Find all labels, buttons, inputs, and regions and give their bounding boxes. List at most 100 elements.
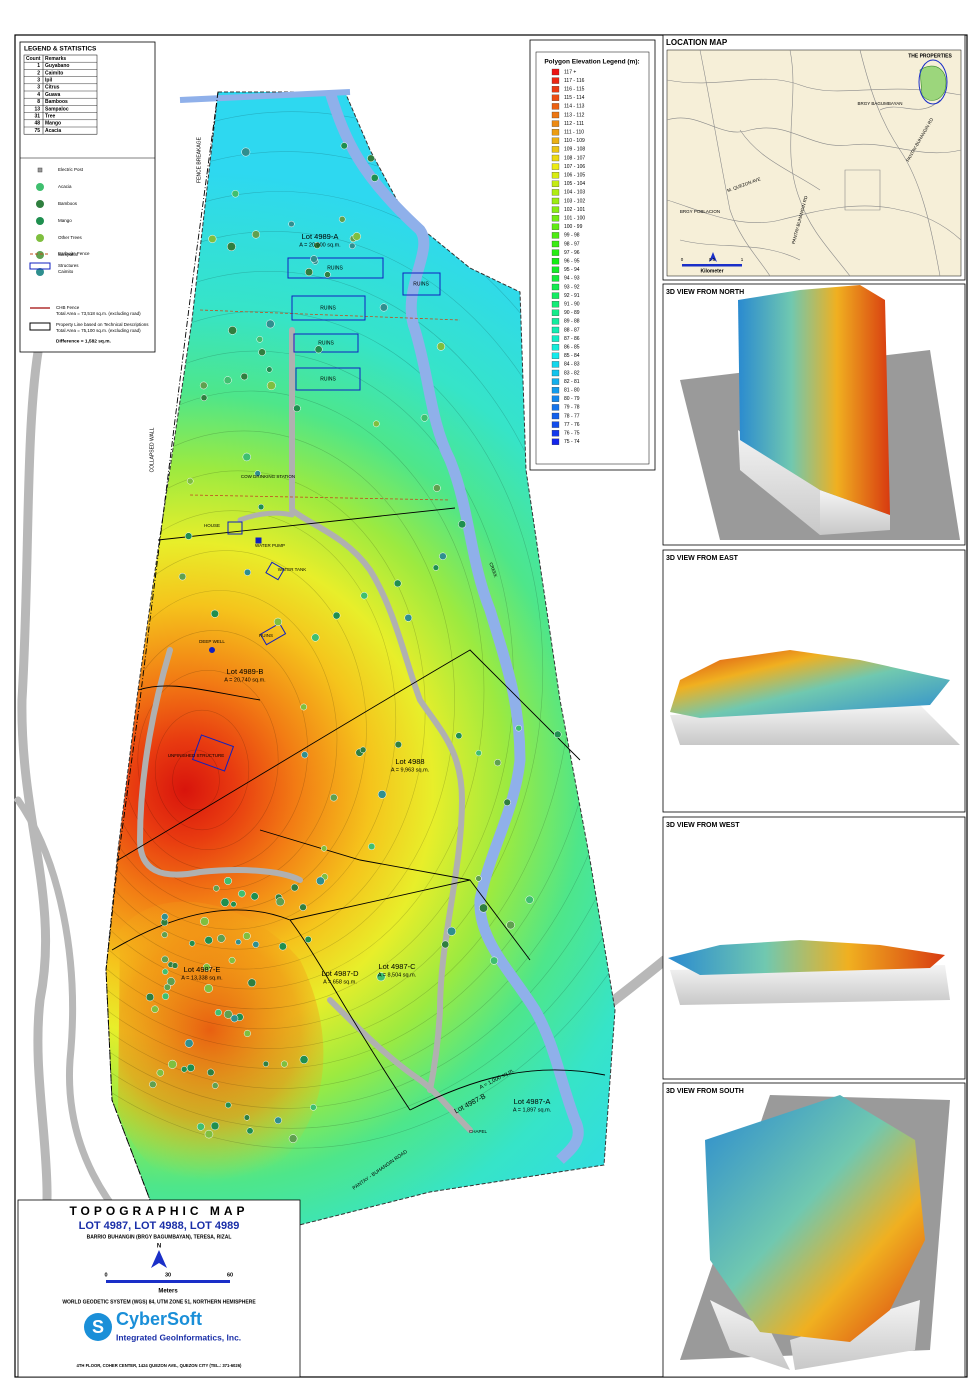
- tree: [503, 798, 511, 806]
- legend-statistics: LEGEND & STATISTICS Count Remarks 1 Guyaban…: [19, 41, 156, 353]
- elevation-class-label: 108 - 107: [564, 155, 585, 161]
- tree: [178, 572, 187, 581]
- tree: [266, 381, 276, 391]
- location-scale-bar: [682, 264, 742, 267]
- elevation-swatch: [551, 438, 560, 445]
- legend-symbol-label: Other Trees: [58, 235, 83, 240]
- sheet-border: [14, 34, 968, 1378]
- tree: [288, 1134, 298, 1143]
- tree: [515, 724, 522, 732]
- elevation-class-label: 79 - 78: [564, 405, 580, 411]
- tree: [447, 926, 457, 936]
- feature-label: CHAPEL: [469, 1129, 488, 1134]
- tree: [300, 703, 308, 711]
- map-title: TOPOGRAPHIC MAP: [69, 1204, 248, 1218]
- tree: [299, 1055, 309, 1064]
- tree: [436, 342, 446, 351]
- legend-table: Count Remarks 1 Guyabano 2 Caimito 3 Ipil 3 Citru…: [23, 54, 98, 135]
- elevation-class-label: 97 - 96: [564, 250, 580, 256]
- tree: [181, 1066, 188, 1073]
- view-surface: [738, 285, 890, 515]
- tree: [217, 934, 226, 943]
- feature-label: HOUSE: [204, 523, 220, 528]
- elevation-class-label: 86 - 85: [564, 345, 580, 351]
- tree: [189, 940, 196, 947]
- contour-line: [106, 310, 544, 1030]
- tree: [370, 174, 379, 182]
- location-label: THE PROPERTIES: [908, 53, 952, 59]
- elevation-class-label: 100 - 99: [564, 224, 583, 230]
- tree: [393, 579, 402, 588]
- lot-area: A = 20,000 sq.m.: [299, 242, 341, 248]
- legend-symbol: [36, 200, 44, 208]
- tree: [202, 963, 211, 972]
- table-header: Remarks: [45, 56, 66, 62]
- contour-line: [106, 510, 397, 930]
- tree: [256, 336, 264, 343]
- feature-label: WATER PUMP: [255, 543, 285, 548]
- north-arrow: [151, 1250, 167, 1268]
- company-subtitle: Integrated GeoInformatics, Inc.: [116, 1332, 241, 1342]
- tree: [311, 633, 320, 642]
- tree: [360, 591, 368, 600]
- elevation-class-label: 117 - 116: [564, 78, 585, 84]
- elevation-class-label: 117 +: [564, 69, 576, 75]
- tree: [278, 942, 287, 951]
- tree: [310, 1104, 317, 1111]
- view-surface: [668, 940, 945, 975]
- lot-area: A = 20,740 sq.m.: [224, 677, 266, 683]
- elevation-swatch: [551, 154, 560, 162]
- elevation-class-label: 98 - 97: [564, 241, 580, 247]
- tree: [199, 381, 208, 390]
- contour-line: [106, 550, 367, 910]
- lot-area: A = 1,897 sq.m.: [513, 1107, 552, 1113]
- elevation-class-label: 113 - 112: [564, 112, 585, 118]
- elevation-class-label: 111 - 110: [564, 130, 584, 136]
- table-cell: 3: [37, 85, 40, 91]
- table-cell: Guava: [45, 92, 61, 98]
- tree: [246, 1127, 254, 1135]
- lot-area: A = 13,338 sq.m.: [181, 975, 223, 981]
- tree: [204, 936, 213, 945]
- elevation-class-label: 81 - 80: [564, 388, 580, 394]
- tree: [290, 883, 299, 892]
- table-cell: 2: [37, 70, 40, 76]
- table-cell: 75: [34, 128, 40, 134]
- elevation-legend-inner: [535, 51, 650, 465]
- location-label: BRGY POBLACION: [680, 209, 720, 214]
- tree: [359, 746, 367, 754]
- location-scale-unit: Kilometer: [700, 268, 723, 274]
- tree: [455, 732, 463, 740]
- table-cell: Tree: [45, 114, 56, 120]
- elevation-swatch: [551, 378, 560, 385]
- table-cell: Sampaloc: [45, 106, 69, 112]
- tree: [161, 992, 170, 1000]
- tree: [301, 751, 309, 759]
- tree: [161, 913, 169, 921]
- tree: [506, 920, 515, 930]
- location-map: LOCATION MAP THE PROPERTIES BRGY BAGUMBA…: [662, 34, 966, 281]
- lot-name: Lot 4987-D: [321, 969, 359, 978]
- tree: [349, 242, 356, 250]
- tree: [420, 414, 429, 422]
- scale-label: 60: [227, 1272, 233, 1278]
- lot-area: A = 8,504 sq.m.: [378, 972, 417, 978]
- elevation-class-label: 105 - 104: [564, 181, 585, 187]
- ruins-label: RUINS: [259, 633, 273, 638]
- table-cell: 31: [34, 114, 40, 120]
- tree: [228, 325, 237, 335]
- tree: [242, 932, 251, 940]
- elevation-swatch: [551, 172, 560, 179]
- elevation-class-label: 91 - 90: [564, 302, 580, 308]
- tree: [220, 898, 230, 907]
- feature-label: COLLAPSED WALL: [149, 427, 155, 472]
- tree: [200, 916, 209, 926]
- table-frame: [23, 54, 98, 135]
- feature-label: CREEK: [488, 562, 498, 578]
- logo-glyph: S: [92, 1317, 104, 1337]
- elevation-swatch: [551, 103, 560, 110]
- farm-roads: [137, 327, 473, 1133]
- legend-symbol-label: Acacia: [58, 184, 72, 189]
- elevation-swatch: [551, 189, 560, 196]
- tree: [186, 1063, 195, 1072]
